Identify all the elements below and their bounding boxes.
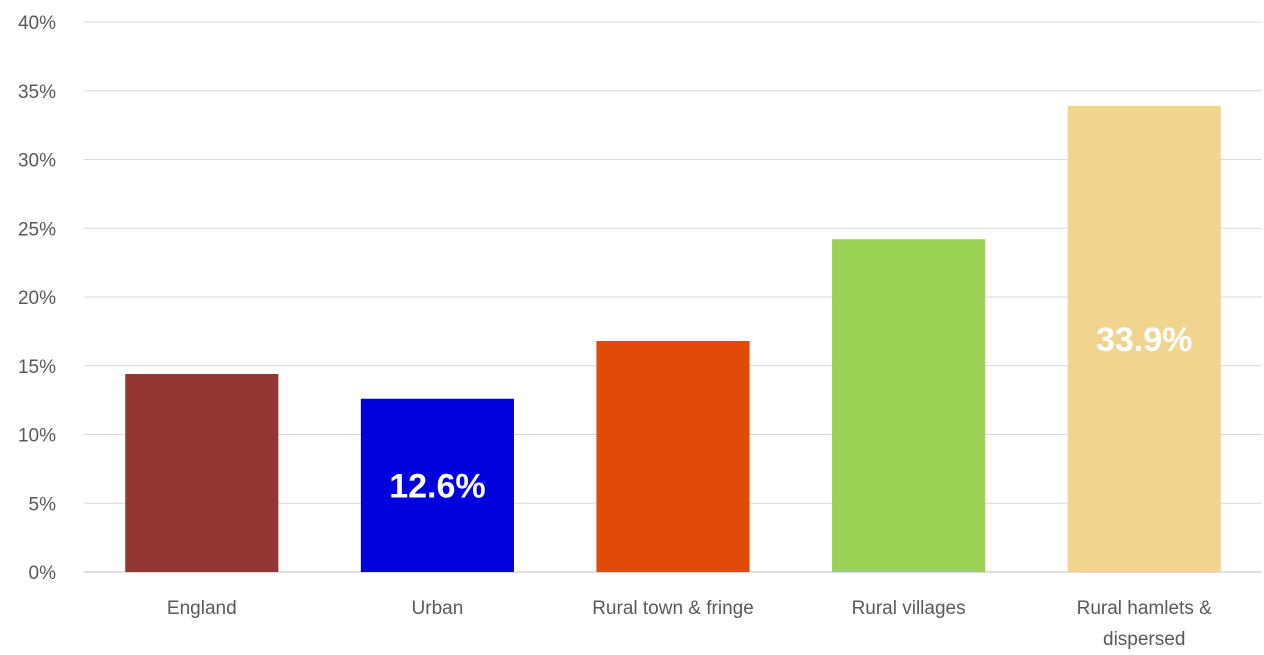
- bar: [1067, 105, 1221, 572]
- x-category-label-line: England: [167, 598, 237, 619]
- x-category-label-line: dispersed: [1103, 629, 1185, 650]
- y-tick-label: 25%: [18, 219, 56, 240]
- bar: [596, 341, 750, 572]
- data-label: 12.6%: [389, 467, 485, 505]
- bar: [125, 374, 279, 572]
- x-category-label-line: Rural hamlets &: [1077, 598, 1212, 619]
- x-category-label: Urban: [412, 598, 464, 619]
- y-tick-label: 40%: [18, 13, 56, 34]
- x-category-label: Rural town & fringe: [592, 598, 754, 619]
- data-label: 33.9%: [1096, 321, 1192, 359]
- x-category-label: Rural villages: [852, 598, 966, 619]
- y-tick-label: 10%: [18, 426, 56, 447]
- x-category-label: Rural hamlets & dispersed: [1077, 598, 1212, 650]
- data-labels: 12.6% 33.9%: [389, 321, 1192, 505]
- y-tick-label: 15%: [18, 357, 56, 378]
- x-category-label: England: [167, 598, 237, 619]
- y-tick-label: 5%: [29, 494, 57, 515]
- bar: [832, 239, 986, 572]
- bar: [360, 398, 514, 572]
- y-tick-label: 35%: [18, 82, 56, 103]
- y-tick-label: 0%: [29, 563, 57, 584]
- x-category-label-line: Rural town & fringe: [592, 598, 754, 619]
- bars: [125, 105, 1221, 572]
- gridlines: [84, 21, 1262, 573]
- x-axis-category-labels: England Urban Rural town & fringe Rural vil…: [167, 598, 1212, 650]
- y-tick-label: 30%: [18, 151, 56, 172]
- x-category-label-line: Rural villages: [852, 598, 966, 619]
- x-category-label-line: Urban: [412, 598, 464, 619]
- y-axis-tick-labels: 0% 5% 10% 15% 20% 25% 30% 35% 40%: [18, 13, 56, 584]
- y-tick-label: 20%: [18, 288, 56, 309]
